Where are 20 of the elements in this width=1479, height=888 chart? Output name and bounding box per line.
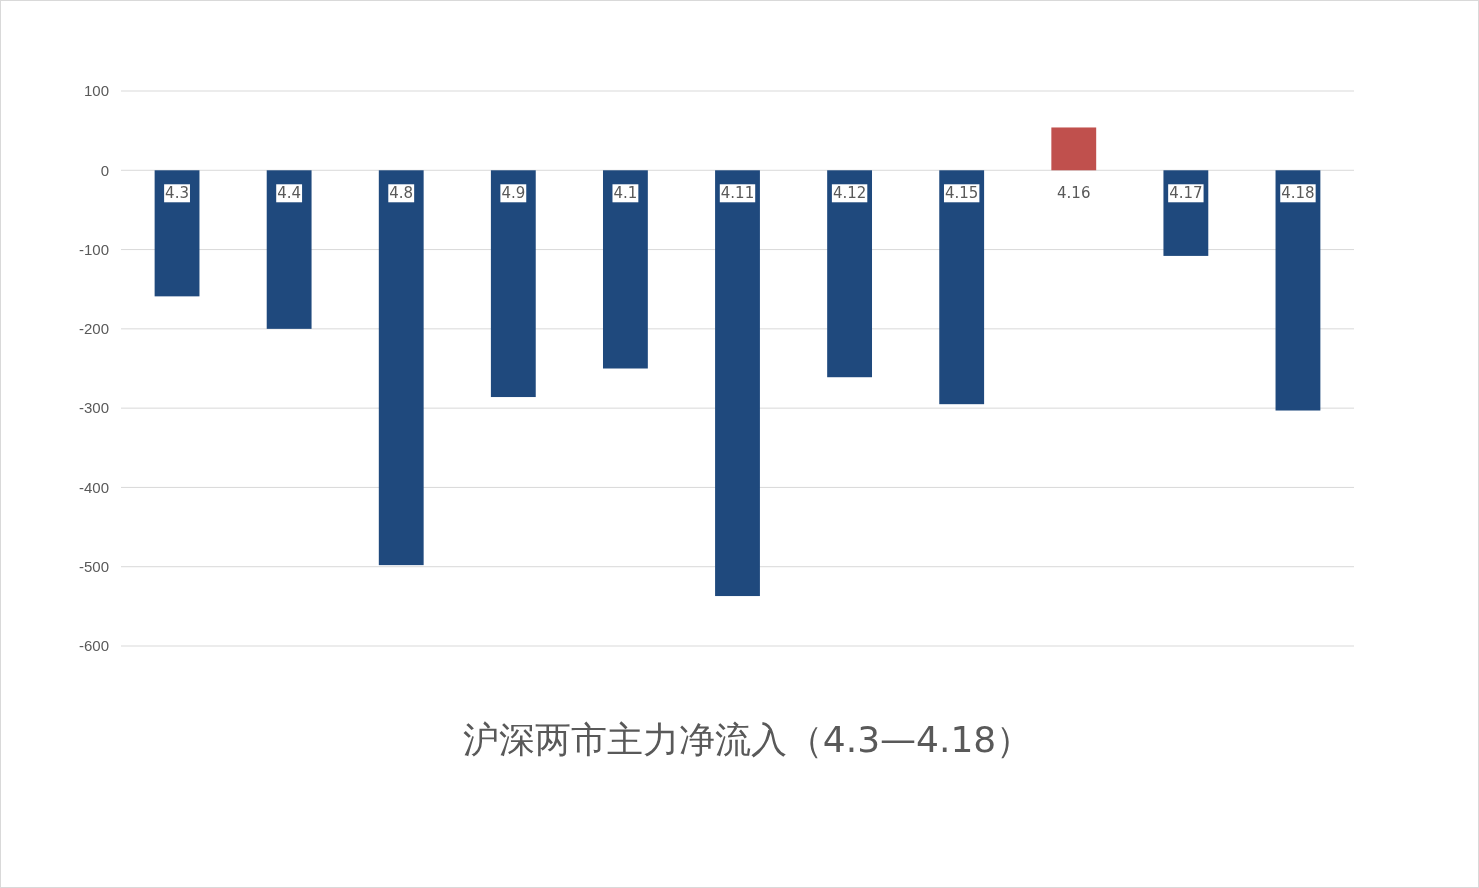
- y-tick-label: -400: [78, 478, 109, 496]
- x-tick-label: 4.9: [501, 184, 526, 203]
- y-tick-label: 100: [83, 82, 109, 100]
- y-tick-label: -500: [78, 558, 109, 576]
- y-tick-label: -300: [78, 399, 109, 417]
- y-tick-label: 0: [100, 161, 109, 179]
- y-tick-label: -200: [78, 320, 109, 338]
- x-tick-label: 4.16: [1057, 184, 1091, 203]
- y-tick-label: -100: [78, 240, 109, 258]
- x-tick-label: 4.12: [832, 184, 867, 203]
- x-tick-label: 4.1: [613, 184, 638, 203]
- x-tick-label: 4.11: [720, 184, 755, 203]
- x-tick-label: 4.18: [1281, 184, 1315, 203]
- x-tick-label: 4.8: [389, 184, 414, 203]
- text: 沪深两市主力净流入（4.3—4.18）: [462, 719, 1033, 760]
- x-tick-label: 4.15: [944, 184, 979, 203]
- x-tick-label: 4.3: [165, 184, 189, 203]
- y-tick-label: -600: [78, 637, 109, 655]
- x-tick-label: 4.4: [277, 184, 302, 203]
- x-tick-label: 4.17: [1169, 184, 1203, 203]
